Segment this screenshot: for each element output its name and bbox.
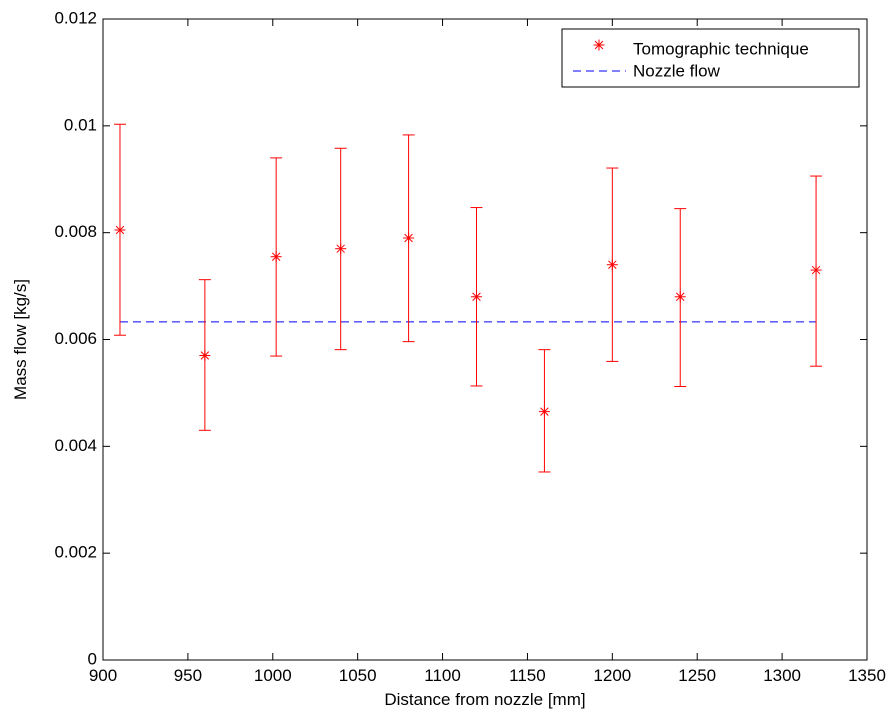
data-point [810, 175, 823, 367]
data-point [538, 349, 551, 473]
legend-asterisk [593, 39, 605, 51]
x-tick-label: 1050 [339, 666, 377, 685]
legend-marker-tomographic [593, 39, 605, 51]
legend-label-nozzle: Nozzle flow [633, 61, 721, 80]
data-point [113, 123, 126, 336]
x-tick-label: 1350 [848, 666, 886, 685]
x-tick-label: 1100 [424, 666, 461, 685]
asterisk-marker [270, 251, 282, 263]
x-axis-title: Distance from nozzle [mm] [384, 690, 585, 709]
x-tick-label: 1300 [763, 666, 801, 685]
asterisk-marker [403, 232, 415, 244]
plot-area [102, 18, 868, 661]
asterisk-marker [335, 243, 347, 255]
asterisk-marker [199, 350, 211, 362]
data-point [674, 208, 687, 388]
x-tick-label: 900 [89, 666, 117, 685]
x-tick-label: 1000 [254, 666, 292, 685]
legend-label-tomographic: Tomographic technique [633, 39, 809, 58]
y-tick-label: 0.008 [54, 222, 97, 241]
y-tick-label: 0.012 [54, 8, 97, 27]
data-point [270, 157, 283, 357]
y-tick-label: 0.006 [54, 329, 97, 348]
asterisk-marker [674, 291, 686, 303]
legend-box [561, 28, 860, 88]
data-point [334, 147, 347, 351]
asterisk-marker [538, 406, 550, 418]
data-point [198, 279, 211, 431]
x-axis: 900 950 1000 1050 1100 1150 1200 1250 1300 1350 [89, 19, 886, 685]
y-axis-title: Mass flow [kg/s] [11, 279, 30, 400]
y-tick-label: 0.004 [54, 436, 97, 455]
data-point [470, 207, 483, 387]
x-tick-label: 950 [174, 666, 202, 685]
x-tick-label: 1200 [593, 666, 631, 685]
y-tick-label: 0.002 [54, 543, 97, 562]
asterisk-marker [606, 259, 618, 271]
asterisk-marker [471, 291, 483, 303]
asterisk-marker [114, 224, 126, 236]
legend: Tomographic technique Nozzle flow [561, 28, 860, 88]
x-tick-label: 1250 [678, 666, 716, 685]
x-tick-label: 1150 [509, 666, 546, 685]
tomographic-series [113, 123, 823, 473]
data-point [606, 167, 619, 362]
data-point [402, 134, 415, 343]
y-tick-label: 0.01 [64, 115, 97, 134]
y-tick-label: 0 [88, 649, 97, 668]
asterisk-marker [810, 264, 822, 276]
y-axis: 0 0.002 0.004 0.006 0.008 0.01 0.012 [54, 8, 867, 668]
